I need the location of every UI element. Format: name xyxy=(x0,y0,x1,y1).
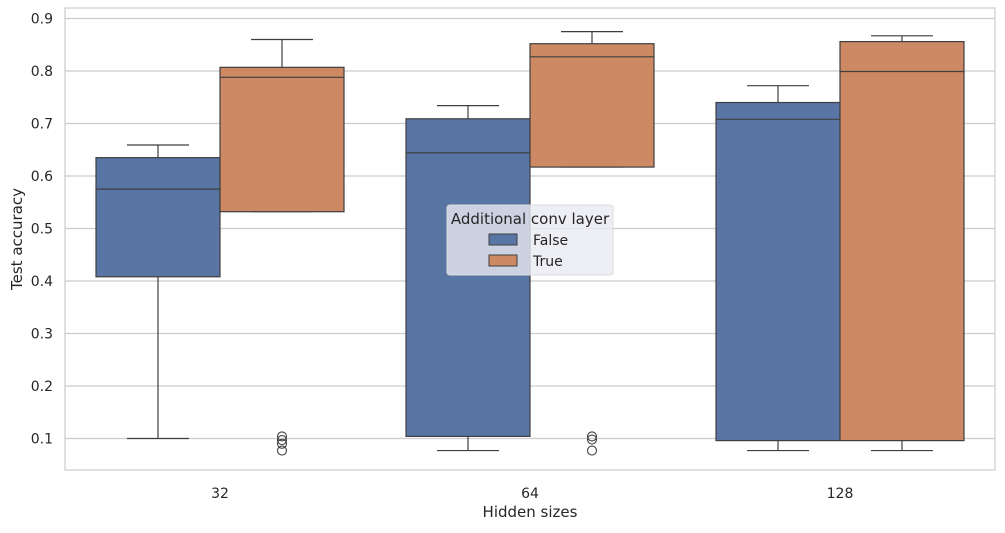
outlier-point xyxy=(276,445,288,456)
box-body xyxy=(715,101,841,442)
box-true-32 xyxy=(219,38,345,456)
x-axis-label: Hidden sizes xyxy=(483,503,578,521)
y-axis-label: Test accuracy xyxy=(8,188,26,291)
box-false-32 xyxy=(95,144,221,440)
x-tick-label: 64 xyxy=(521,486,539,502)
boxes xyxy=(95,31,965,456)
box-true-64 xyxy=(529,31,655,456)
y-tick-label: 0.4 xyxy=(31,274,53,290)
box-body xyxy=(529,43,655,168)
legend-label-true: True xyxy=(532,254,563,270)
outlier-point xyxy=(586,445,598,456)
box-false-128 xyxy=(715,85,841,452)
y-tick-label: 0.6 xyxy=(31,169,53,185)
y-tick-label: 0.7 xyxy=(31,117,53,133)
tick-labels: 0.1 0.2 0.3 0.4 0.5 0.6 0.7 0.8 0.9 32 64 128 xyxy=(31,12,854,503)
x-tick-label: 32 xyxy=(211,486,229,502)
box-true-128 xyxy=(839,35,965,452)
x-tick-label: 128 xyxy=(827,486,854,502)
box-body xyxy=(95,157,221,278)
y-tick-label: 0.9 xyxy=(31,12,53,28)
plot-area-frame xyxy=(64,7,996,471)
outlier-point xyxy=(276,435,288,446)
y-tick-label: 0.1 xyxy=(31,432,53,448)
box-body xyxy=(219,66,345,213)
box-body xyxy=(839,40,965,442)
outlier-point xyxy=(586,431,598,442)
y-tick-label: 0.3 xyxy=(31,327,53,343)
legend-label-false: False xyxy=(533,233,568,249)
box-body xyxy=(405,118,531,438)
outlier-point xyxy=(276,438,288,449)
y-tick-label: 0.8 xyxy=(31,64,53,80)
legend-swatch-true xyxy=(488,254,518,267)
outlier-point xyxy=(586,434,598,445)
legend-title: Additional conv layer xyxy=(451,210,610,228)
y-tick-label: 0.2 xyxy=(31,379,53,395)
box-false-64 xyxy=(405,105,531,452)
outlier-point xyxy=(276,431,288,442)
legend-swatch-false xyxy=(488,233,518,246)
y-tick-label: 0.5 xyxy=(31,222,53,238)
legend: Additional conv layer False True xyxy=(446,204,614,276)
legend-items: False True xyxy=(488,233,568,270)
